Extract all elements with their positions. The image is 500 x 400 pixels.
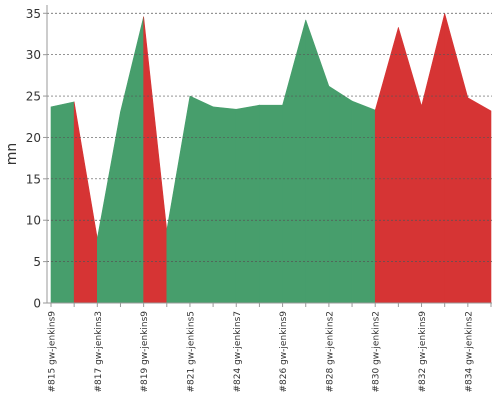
x-tick-label: #834 gw-jenkins2 [464, 311, 474, 392]
area-segment-failure [374, 27, 399, 304]
y-tick-label: 15 [26, 172, 41, 186]
x-tick-label: #815 gw-jenkins9 [48, 311, 58, 393]
area-segment-success [235, 104, 260, 304]
x-tick-label: #819 gw-jenkins9 [140, 311, 150, 393]
y-tick-label: 35 [26, 7, 41, 21]
area-segment-success [166, 96, 191, 304]
x-tick-label: #828 gw-jenkins2 [325, 311, 335, 392]
area-segment-success [212, 106, 237, 304]
x-tick-label: #824 gw-jenkins7 [233, 311, 243, 392]
area-segment-success [328, 85, 353, 304]
x-tick-label: #830 gw-jenkins2 [372, 311, 382, 392]
area-segment-failure [143, 16, 168, 304]
y-tick-label: 10 [26, 214, 41, 228]
area-segment-success [97, 111, 121, 304]
area-segment-success [189, 95, 214, 304]
y-axis-label: mn [4, 143, 20, 166]
x-tick-label: #826 gw-jenkins9 [279, 311, 289, 393]
area-segment-success [50, 101, 75, 304]
area-segment-success [351, 100, 376, 304]
area-segment-success [305, 19, 330, 304]
y-tick-label: 20 [26, 131, 41, 145]
area-segment-success [259, 104, 283, 304]
y-tick-label: 30 [26, 48, 41, 62]
area-segment-success [120, 16, 144, 304]
area-segment-failure [444, 13, 469, 304]
area-segment-failure [421, 13, 445, 304]
x-axis-ticks: #815 gw-jenkins9 #817 gw-jenkins3 #819 gw-… [48, 303, 492, 392]
area-segment-failure [398, 27, 422, 304]
y-axis-ticks: 0 5 10 15 20 25 30 35 [26, 7, 47, 311]
area-segment-success [282, 19, 307, 304]
y-tick-label: 5 [33, 255, 41, 269]
area-segment-failure [73, 101, 98, 304]
area-series [50, 13, 492, 304]
area-segment-failure [467, 97, 492, 304]
y-tick-label: 0 [33, 297, 41, 311]
x-tick-label: #832 gw-jenkins9 [418, 311, 428, 393]
x-tick-label: #821 gw-jenkins5 [186, 311, 196, 392]
x-tick-label: #817 gw-jenkins3 [94, 311, 104, 392]
y-tick-label: 25 [26, 90, 41, 104]
